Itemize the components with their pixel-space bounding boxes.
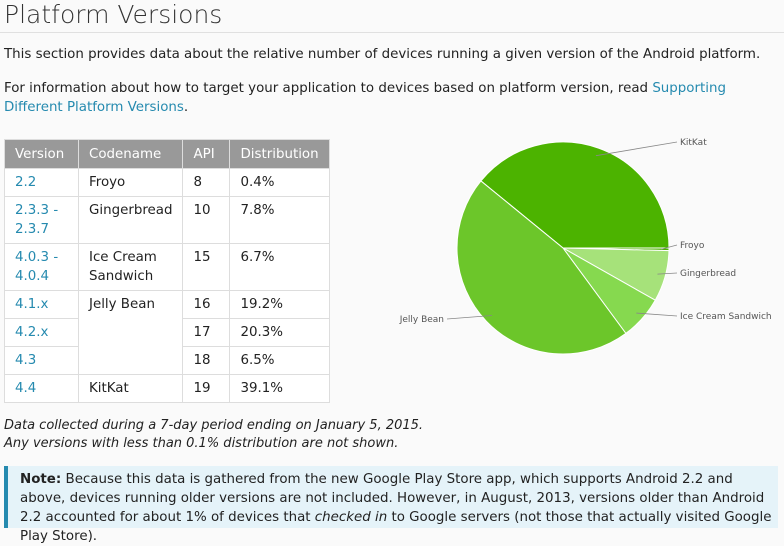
version-cell[interactable]: 4.4 [4, 374, 79, 403]
table-row: 4.4 KitKat 19 39.1% [4, 374, 330, 403]
intro-paragraph: This section provides data about the rel… [4, 47, 761, 62]
table-row: 2.3.3 - 2.3.7 Gingerbread 10 7.8% [4, 196, 330, 244]
distribution-cell: 19.2% [229, 290, 330, 319]
distribution-pie-chart: KitKat Froyo Gingerbread Ice Cream Sandwich… [399, 138, 772, 355]
header-distribution: Distribution [229, 139, 330, 169]
distribution-cell: 0.4% [229, 168, 330, 197]
version-cell[interactable]: 2.2 [4, 168, 79, 197]
pie-label-kitkat: KitKat [680, 138, 707, 148]
distribution-cell: 20.3% [229, 318, 330, 347]
version-link[interactable]: 4.3 [15, 353, 37, 368]
pie-leader-line [595, 141, 678, 157]
version-cell[interactable]: 4.3 [4, 346, 79, 375]
distribution-cell: 7.8% [229, 196, 330, 244]
pie-label-jelly-bean: Jelly Bean [399, 315, 444, 325]
distribution-cell: 39.1% [229, 374, 330, 403]
codename-cell: Jelly Bean [77, 290, 184, 375]
table-row: 4.0.3 - 4.0.4 Ice Cream Sandwich 15 6.7% [4, 243, 330, 291]
distribution-cell: 6.5% [229, 346, 330, 375]
intro-target-text: For information about how to target your… [4, 81, 653, 96]
version-link[interactable]: 4.2.x [15, 325, 49, 340]
api-cell: 15 [182, 243, 231, 291]
header-version: Version [4, 139, 79, 169]
version-link[interactable]: 2.2 [15, 175, 37, 190]
pie-label-froyo: Froyo [680, 241, 705, 251]
pie-label-ice-cream-sandwich: Ice Cream Sandwich [680, 312, 772, 322]
api-cell: 18 [182, 346, 231, 375]
intro-target-paragraph: For information about how to target your… [4, 79, 764, 117]
distribution-table: Version Codename API Distribution 2.2 Fr… [4, 139, 330, 403]
pie-slice-jelly-bean [456, 180, 627, 355]
pie-label-gingerbread: Gingerbread [680, 269, 736, 279]
api-cell: 16 [182, 290, 231, 319]
version-link[interactable]: 4.0.3 - 4.0.4 [15, 250, 59, 284]
codename-cell: Froyo [77, 168, 184, 197]
header-codename: Codename [77, 139, 184, 169]
api-cell: 10 [182, 196, 231, 244]
table-row: 2.2 Froyo 8 0.4% [4, 168, 330, 197]
intro-target-suffix: . [183, 100, 189, 115]
pie-leader-line [636, 312, 678, 317]
table-row: 4.3 18 6.5% [4, 346, 330, 375]
distribution-cell: 6.7% [229, 243, 330, 291]
supporting-versions-link[interactable]: Supporting Different Platform Versions [4, 81, 726, 115]
version-link[interactable]: 2.3.3 - 2.3.7 [15, 203, 59, 237]
data-footnote: Data collected during a 7-day period end… [4, 417, 604, 453]
pie-leader-line [660, 244, 678, 250]
table-header-row: Version Codename API Distribution [4, 139, 330, 169]
footnote-threshold: Any versions with less than 0.1% distrib… [4, 436, 399, 451]
page-title: Platform Versions [4, 0, 223, 29]
note-box: Note: Because this data is gathered from… [4, 466, 778, 544]
table-row: 4.1.x Jelly Bean 16 19.2% [4, 290, 330, 375]
note-text: Because this data is gathered from the n… [20, 472, 765, 525]
pie-slice-kitkat [480, 141, 670, 249]
version-cell[interactable]: 4.2.x [4, 318, 79, 347]
api-cell: 19 [182, 374, 231, 403]
codename-cell: KitKat [77, 374, 184, 403]
header-api: API [182, 139, 231, 169]
footnote-collection-period: Data collected during a 7-day period end… [4, 418, 424, 433]
title-divider [0, 32, 784, 33]
version-link[interactable]: 4.4 [15, 381, 37, 396]
note-emphasis: checked in [314, 510, 388, 525]
table-row: 4.2.x 17 20.3% [4, 318, 330, 347]
codename-cell: Gingerbread [77, 196, 184, 244]
api-cell: 17 [182, 318, 231, 347]
version-cell[interactable]: 4.1.x [4, 290, 79, 319]
version-cell[interactable]: 2.3.3 - 2.3.7 [4, 196, 79, 244]
version-link[interactable]: 4.1.x [15, 297, 49, 312]
pie-leader-line [446, 315, 493, 320]
pie-leader-line [657, 272, 678, 275]
codename-cell: Ice Cream Sandwich [77, 243, 184, 291]
api-cell: 8 [182, 168, 231, 197]
note-label: Note: [20, 472, 62, 487]
version-cell[interactable]: 4.0.3 - 4.0.4 [4, 243, 79, 291]
